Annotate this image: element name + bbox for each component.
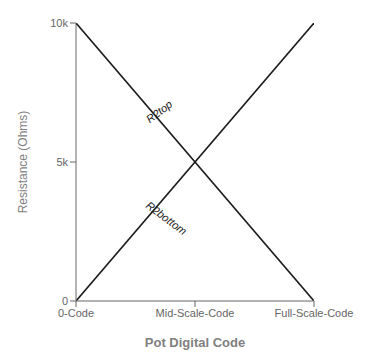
svg-text:10k: 10k [50, 17, 68, 29]
svg-text:0: 0 [62, 295, 68, 307]
svg-text:Resistance (Ohms): Resistance (Ohms) [16, 111, 30, 214]
svg-text:R2bottom: R2bottom [144, 199, 189, 237]
svg-text:Mid-Scale-Code: Mid-Scale-Code [156, 307, 235, 319]
svg-text:5k: 5k [56, 156, 68, 168]
svg-text:Pot Digital Code: Pot Digital Code [145, 335, 245, 350]
svg-text:Full-Scale-Code: Full-Scale-Code [275, 307, 354, 319]
svg-text:0-Code: 0-Code [58, 307, 94, 319]
svg-text:R2top: R2top [144, 98, 175, 125]
